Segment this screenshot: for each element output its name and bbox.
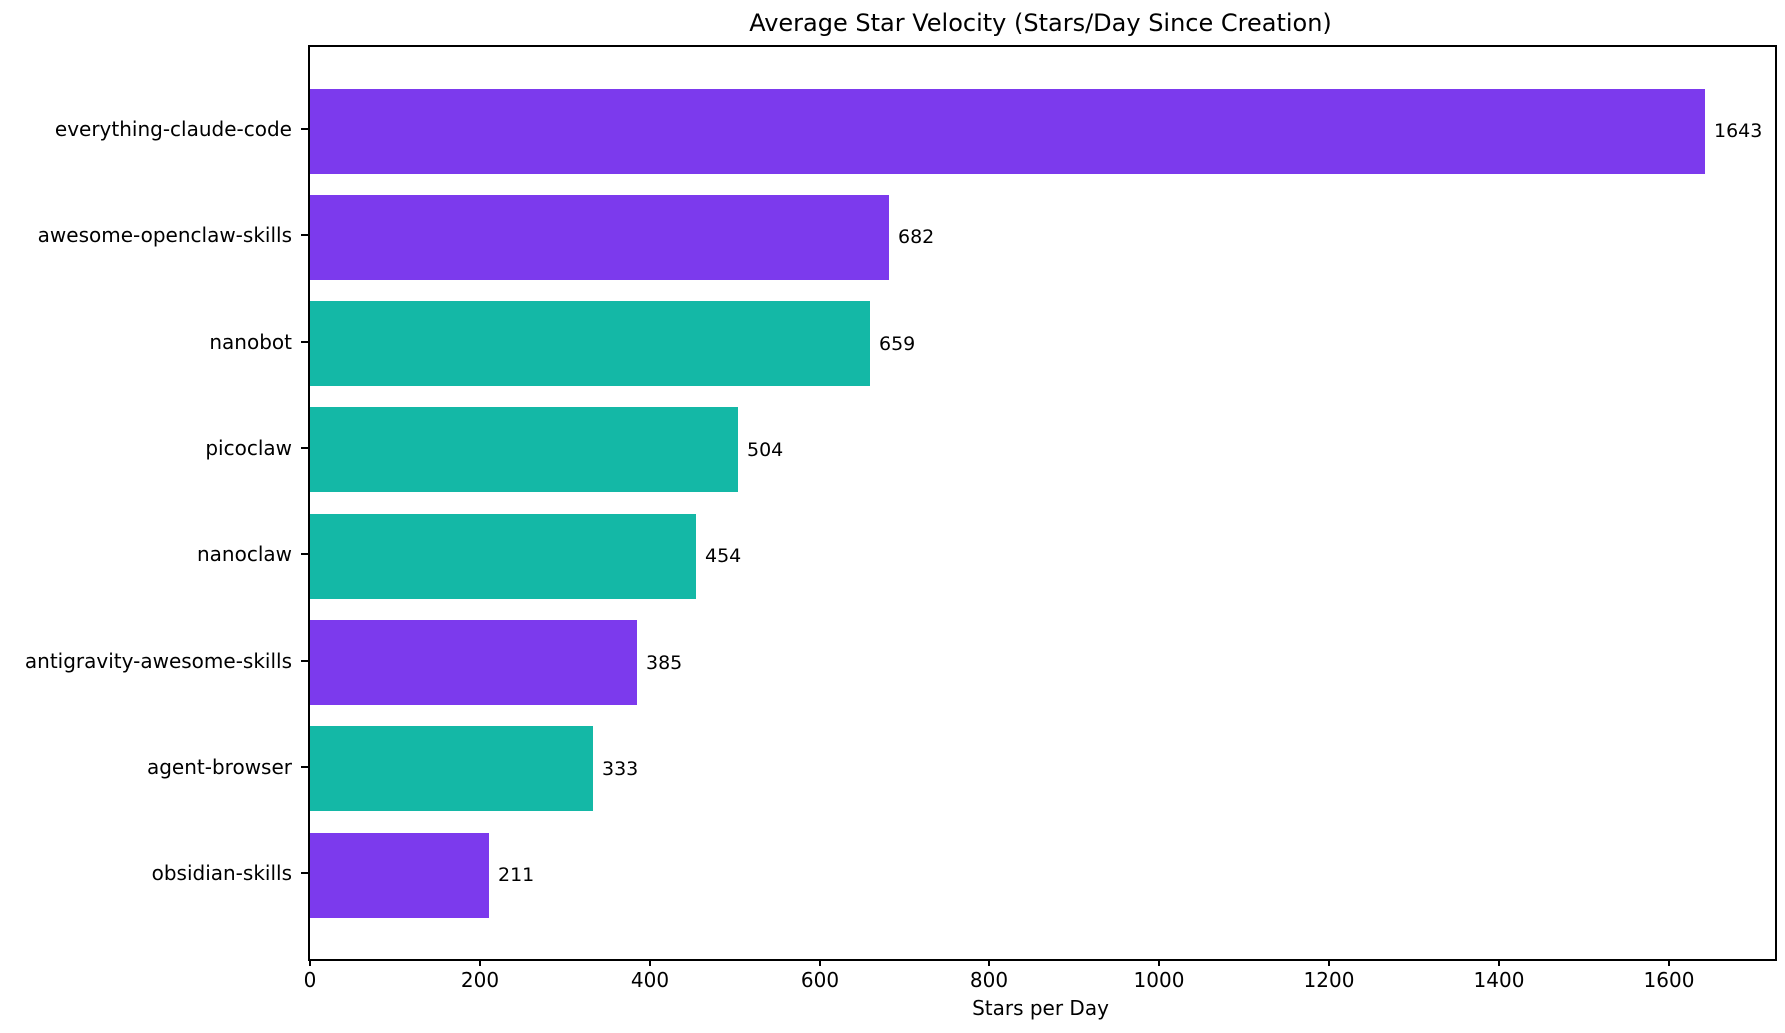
bar-nanobot (310, 301, 870, 386)
y-tick-label-agent-browser: agent-browser (146, 755, 292, 779)
x-tick-mark (479, 959, 481, 966)
x-tick-label-0: 0 (303, 968, 317, 992)
x-tick-label-600: 600 (800, 968, 840, 992)
value-label-agent-browser: 333 (602, 758, 639, 780)
bar-antigravity-awesome-skills (310, 620, 637, 705)
y-tick-mark (301, 128, 308, 130)
y-tick-mark (301, 766, 308, 768)
x-tick-label-400: 400 (630, 968, 670, 992)
x-tick-mark (649, 959, 651, 966)
value-label-picoclaw: 504 (747, 439, 784, 461)
y-tick-mark (301, 234, 308, 236)
x-tick-label-1400: 1400 (1473, 968, 1525, 992)
value-label-awesome-openclaw-skills: 682 (898, 226, 935, 248)
plot-area: 1643 682 659 504 454 385 333 211 (308, 45, 1777, 961)
y-tick-mark (301, 447, 308, 449)
bar-everything-claude-code (310, 89, 1705, 174)
x-tick-label-1600: 1600 (1643, 968, 1695, 992)
bar-obsidian-skills (310, 833, 489, 918)
y-tick-label-nanobot: nanobot (209, 330, 292, 354)
chart-title: Average Star Velocity (Stars/Day Since C… (749, 9, 1332, 37)
x-tick-mark (1158, 959, 1160, 966)
value-label-antigravity-awesome-skills: 385 (646, 652, 683, 674)
y-tick-label-awesome-openclaw-skills: awesome-openclaw-skills (37, 223, 292, 247)
y-tick-label-antigravity-awesome-skills: antigravity-awesome-skills (24, 649, 292, 673)
bar-nanoclaw (310, 514, 696, 599)
x-axis-label: Stars per Day (972, 996, 1109, 1020)
y-tick-mark (301, 341, 308, 343)
x-tick-mark (1328, 959, 1330, 966)
bar-picoclaw (310, 407, 738, 492)
bar-agent-browser (310, 726, 593, 811)
x-tick-mark (309, 959, 311, 966)
x-tick-mark (819, 959, 821, 966)
y-tick-label-nanoclaw: nanoclaw (196, 542, 292, 566)
bar-awesome-openclaw-skills (310, 195, 889, 280)
value-label-nanoclaw: 454 (705, 545, 742, 567)
value-label-everything-claude-code: 1643 (1714, 120, 1763, 142)
y-tick-mark (301, 872, 308, 874)
x-tick-label-200: 200 (460, 968, 500, 992)
value-label-nanobot: 659 (879, 333, 916, 355)
value-label-obsidian-skills: 211 (498, 864, 535, 886)
x-tick-mark (1498, 959, 1500, 966)
x-tick-mark (1668, 959, 1670, 966)
y-tick-label-everything-claude-code: everything-claude-code (54, 117, 292, 141)
y-tick-mark (301, 660, 308, 662)
y-tick-mark (301, 553, 308, 555)
x-tick-mark (988, 959, 990, 966)
x-tick-label-1000: 1000 (1133, 968, 1185, 992)
x-tick-label-1200: 1200 (1303, 968, 1355, 992)
x-tick-label-800: 800 (969, 968, 1009, 992)
y-tick-label-picoclaw: picoclaw (205, 436, 292, 460)
y-tick-label-obsidian-skills: obsidian-skills (151, 861, 292, 885)
